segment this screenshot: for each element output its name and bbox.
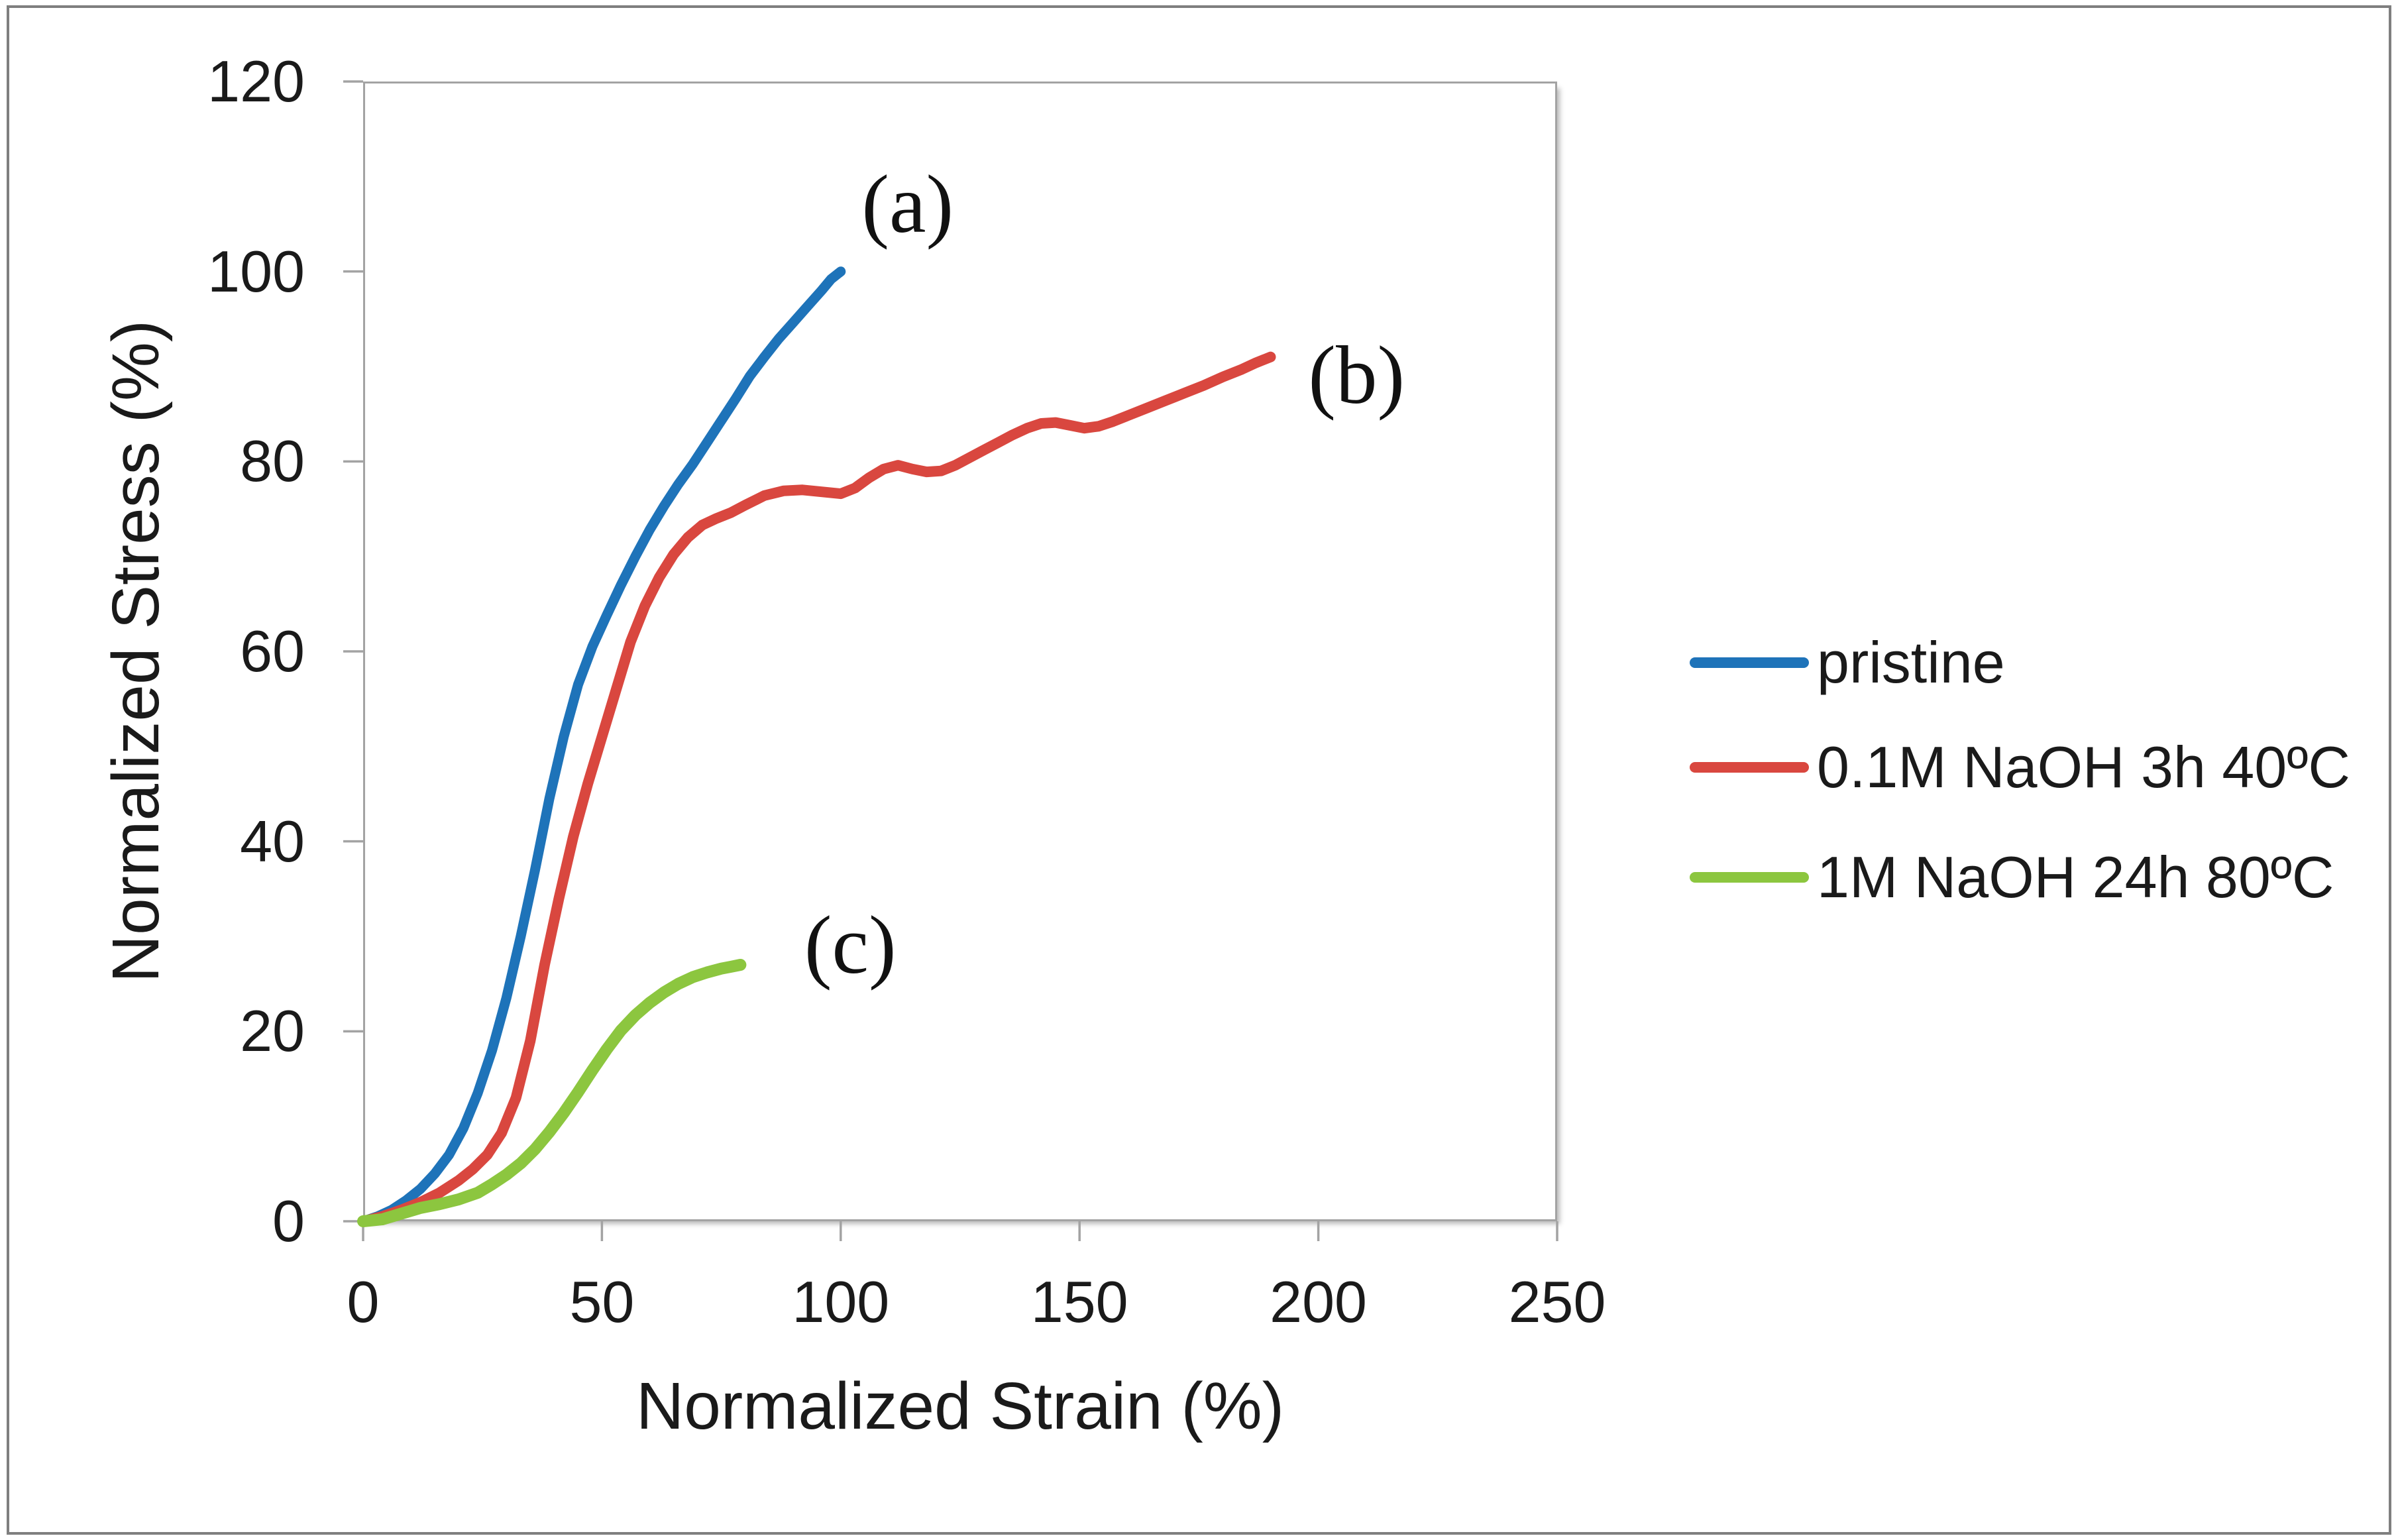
x-tick-label: 200 bbox=[1270, 1269, 1367, 1335]
x-tick-label: 100 bbox=[792, 1269, 890, 1335]
x-tick-label: 150 bbox=[1030, 1269, 1128, 1335]
series-line-0 bbox=[358, 266, 846, 1227]
y-tick-label: 60 bbox=[240, 618, 305, 684]
y-tick-label: 100 bbox=[207, 238, 305, 304]
legend-label-2: 1M NaOH 24h 80ºC bbox=[1817, 844, 2334, 910]
x-tick-label: 250 bbox=[1508, 1269, 1606, 1335]
legend-line-swatch-2 bbox=[1690, 872, 1809, 883]
legend-label-1: 0.1M NaOH 3h 40ºC bbox=[1817, 734, 2350, 800]
y-tick-label: 40 bbox=[240, 808, 305, 874]
y-tick-label: 0 bbox=[272, 1188, 305, 1254]
x-tick-label: 0 bbox=[347, 1269, 380, 1335]
x-axis-title: Normalized Strain (%) bbox=[635, 1369, 1285, 1443]
series-line-1 bbox=[358, 351, 1276, 1227]
plot-area bbox=[343, 80, 1558, 1241]
series-line-2 bbox=[357, 959, 747, 1227]
y-tick-label: 80 bbox=[240, 428, 305, 494]
y-tick-label: 120 bbox=[207, 48, 305, 114]
y-tick-label: 20 bbox=[240, 998, 305, 1064]
x-tick-label: 50 bbox=[569, 1269, 635, 1335]
legend-line-swatch-0 bbox=[1690, 657, 1809, 668]
plot-frame bbox=[363, 82, 1557, 1221]
legend-line-swatch-1 bbox=[1690, 762, 1809, 773]
series-annotation-2: (c) bbox=[804, 900, 897, 992]
legend-label-0: pristine bbox=[1817, 630, 2005, 695]
series-annotation-0: (a) bbox=[861, 159, 954, 251]
series-annotation-1: (b) bbox=[1308, 330, 1405, 422]
